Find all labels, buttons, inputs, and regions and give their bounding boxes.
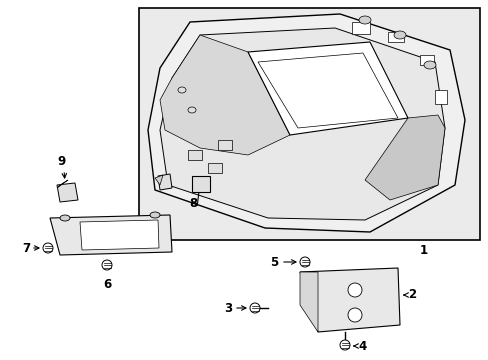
Bar [207, 163, 222, 173]
Polygon shape [247, 42, 407, 135]
Text: 7: 7 [22, 242, 30, 255]
Ellipse shape [358, 16, 370, 24]
Ellipse shape [60, 215, 70, 221]
Bar [351, 22, 369, 34]
Polygon shape [50, 215, 172, 255]
Ellipse shape [150, 212, 160, 218]
Circle shape [102, 260, 112, 270]
Polygon shape [155, 175, 163, 185]
Polygon shape [299, 268, 399, 332]
Text: 2: 2 [407, 288, 415, 302]
Circle shape [299, 257, 309, 267]
Text: 6: 6 [102, 278, 111, 291]
Polygon shape [299, 272, 317, 332]
Bar [434, 90, 446, 104]
Polygon shape [160, 28, 444, 220]
Text: 5: 5 [269, 256, 278, 269]
Text: 1: 1 [419, 243, 427, 256]
Polygon shape [148, 14, 464, 232]
Bar [218, 140, 231, 150]
Bar [387, 32, 403, 42]
Ellipse shape [178, 87, 185, 93]
Circle shape [347, 283, 361, 297]
Text: 9: 9 [58, 155, 66, 168]
Polygon shape [160, 35, 289, 155]
Polygon shape [158, 174, 172, 190]
Circle shape [43, 243, 53, 253]
Polygon shape [192, 176, 209, 192]
Polygon shape [57, 180, 68, 188]
Polygon shape [57, 183, 78, 202]
Bar [139, 8, 479, 240]
Polygon shape [364, 115, 444, 200]
Bar [419, 55, 433, 65]
Text: 8: 8 [188, 197, 197, 210]
Circle shape [339, 340, 349, 350]
Polygon shape [80, 220, 159, 250]
Circle shape [249, 303, 260, 313]
Bar [187, 150, 202, 160]
Ellipse shape [393, 31, 405, 39]
Text: 4: 4 [357, 339, 366, 352]
Ellipse shape [423, 61, 435, 69]
Circle shape [347, 308, 361, 322]
Text: 3: 3 [224, 302, 231, 315]
Ellipse shape [187, 107, 196, 113]
